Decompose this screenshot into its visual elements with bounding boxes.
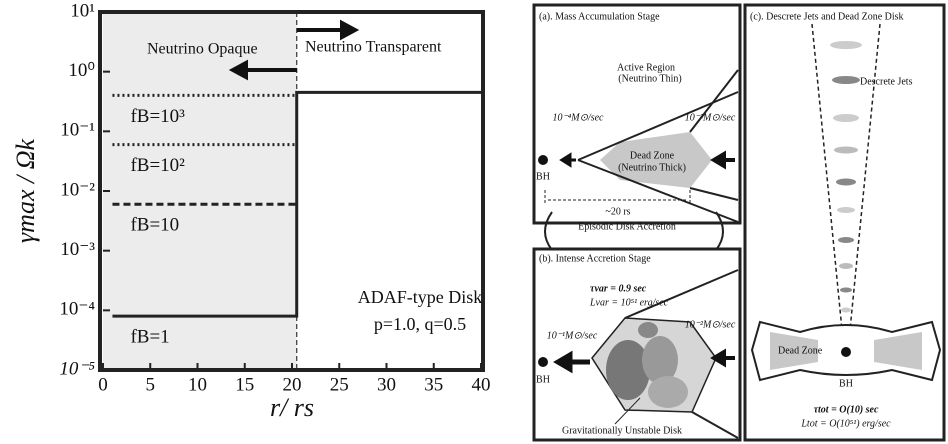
x-axis-label: r/ rs [270, 393, 314, 422]
jet-blob [841, 308, 851, 313]
jet-blob [836, 179, 856, 186]
jet-blob [832, 76, 860, 84]
jet-blob [833, 114, 859, 122]
panel-b: (b). Intense Accretion Stage τvar = 0.9 … [534, 249, 740, 440]
panel-title: (b). Intense Accretion Stage [539, 253, 651, 264]
jet-blob [834, 147, 858, 154]
label: BH [839, 378, 853, 389]
y-tick-label: 10⁻² [60, 179, 95, 200]
black-hole [538, 155, 548, 165]
arrow [297, 23, 355, 37]
label: τvar = 0.9 sec [590, 283, 647, 294]
label: BH [536, 374, 550, 385]
x-tick-label: 35 [424, 374, 443, 395]
label: 10⁻²M⊙/sec [685, 112, 736, 123]
annotation: Neutrino Transparent [305, 39, 442, 56]
y-tick-label: 10⁻⁵ [59, 358, 95, 379]
label: Descrete Jets [860, 76, 913, 87]
x-tick-label: 0 [98, 374, 108, 395]
series-label: fB=10² [130, 155, 185, 176]
clump [638, 322, 658, 338]
annotation: p=1.0, q=0.5 [374, 314, 466, 334]
panel-title: (c). Descrete Jets and Dead Zone Disk [750, 11, 904, 22]
label: Lvar = 10⁵¹ erg/sec [589, 297, 669, 308]
label: 10⁻²M⊙/sec [685, 319, 736, 330]
panel-a: (a). Mass Accumulation Stage Active Regi… [534, 5, 740, 223]
y-tick-label: 10¹ [70, 0, 95, 21]
x-tick-label: 25 [330, 374, 349, 395]
jet-blob [830, 41, 862, 49]
jet-blob [839, 263, 853, 269]
y-axis-label: γmax / Ωk [11, 138, 40, 243]
label: 10⁻¹M⊙/sec [547, 330, 598, 341]
y-tick-label: 10⁰ [68, 60, 95, 81]
figure: 10⁻⁵10⁻⁴10⁻³10⁻²10⁻¹10⁰10¹05101520253035… [0, 0, 948, 444]
jet-blob [838, 237, 854, 243]
y-tick-label: 10⁻⁴ [59, 299, 95, 320]
label: (Neutrino Thin) [618, 73, 681, 84]
x-tick-label: 10 [188, 374, 207, 395]
label: (Neutrino Thick) [618, 162, 686, 173]
x-tick-label: 5 [146, 374, 156, 395]
x-tick-label: 30 [377, 374, 396, 395]
jet-blob [840, 288, 852, 293]
series-label: fB=1 [130, 326, 169, 347]
jet-blob [837, 207, 855, 213]
y-tick-label: 10⁻¹ [60, 120, 95, 141]
clump [606, 340, 650, 400]
label: Ltot = O(10⁵¹) erg/sec [800, 418, 891, 429]
label: Dead Zone [630, 150, 675, 161]
label: τtot = O(10) sec [814, 404, 879, 415]
clump [648, 376, 688, 408]
series-label: fB=10³ [130, 106, 185, 127]
x-tick-label: 40 [472, 374, 491, 395]
x-tick-label: 15 [235, 374, 254, 395]
label: BH [536, 171, 550, 182]
label: Active Region [617, 62, 675, 73]
label: Gravitationally Unstable Disk [562, 425, 682, 436]
y-tick-label: 10⁻³ [60, 239, 95, 260]
panel-title: (a). Mass Accumulation Stage [539, 11, 660, 22]
label: 10⁻⁴M⊙/sec [552, 112, 604, 123]
annotation: Neutrino Opaque [147, 41, 258, 58]
black-hole [538, 357, 548, 367]
label: ~20 rs [605, 206, 630, 217]
annotation: ADAF-type Disk [358, 287, 483, 307]
black-hole [841, 347, 851, 357]
series-label: fB=10 [130, 215, 179, 236]
panel-c: (c). Descrete Jets and Dead Zone Disk De… [745, 5, 944, 440]
label: Dead Zone [778, 345, 823, 356]
label: Episodic Disk Accretion [578, 221, 676, 232]
